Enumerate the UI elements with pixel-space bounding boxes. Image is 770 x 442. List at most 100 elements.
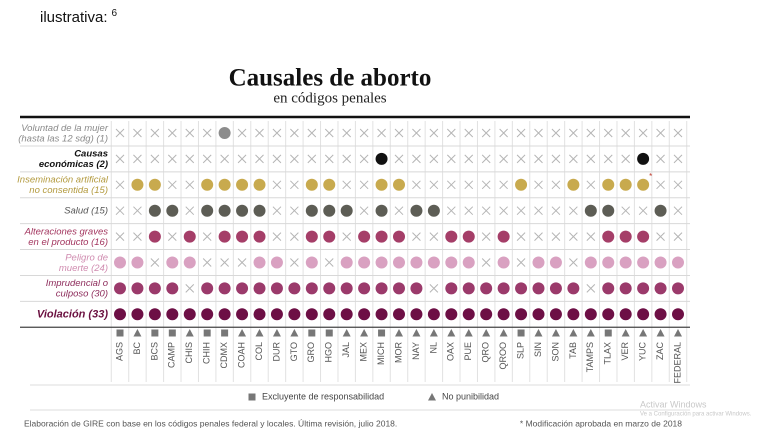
cell-dot — [358, 256, 371, 269]
column-marker — [621, 329, 630, 337]
cell-cross — [551, 232, 561, 241]
cell-dot — [358, 308, 371, 321]
cell-dot — [323, 308, 336, 321]
cell-dot — [515, 282, 528, 295]
cell-dot — [183, 230, 196, 243]
row-label: Violación (33) — [37, 308, 108, 320]
cell-cross — [446, 154, 456, 164]
cell-dot — [323, 282, 336, 295]
cell-dot — [427, 204, 440, 217]
column-marker — [185, 329, 194, 337]
cell-cross — [516, 232, 526, 241]
column-marker — [308, 329, 316, 337]
cell-dot — [497, 230, 510, 243]
cell-dot — [270, 308, 283, 321]
column-marker — [569, 329, 578, 337]
cell-dot — [619, 178, 632, 191]
legend-marker — [428, 393, 436, 401]
column-label: CHIS — [184, 342, 194, 364]
cell-dot — [253, 178, 266, 191]
cell-cross — [499, 180, 508, 190]
column-label: COAH — [236, 342, 246, 368]
cell-cross — [115, 206, 125, 216]
cell-cross — [464, 154, 474, 164]
cell-cross — [569, 128, 578, 138]
cell-cross — [412, 128, 421, 138]
cell-cross — [429, 232, 439, 241]
cell-cross — [656, 128, 665, 138]
cell-dot — [131, 178, 144, 191]
watermark: Ve a Configuración para activar Windows. — [640, 412, 752, 418]
row-label: Alteraciones graves en el producto (16) — [24, 226, 109, 248]
column-label: CDMX — [219, 342, 229, 369]
cell-cross — [290, 232, 299, 241]
column-label: VER — [620, 342, 630, 361]
cell-dot — [672, 282, 684, 295]
cell-cross — [569, 154, 578, 164]
cell-dot — [305, 256, 318, 269]
cell-dot — [393, 178, 405, 191]
column-label: NAY — [411, 342, 421, 360]
cell-cross — [569, 206, 578, 216]
column-label: MOR — [393, 342, 403, 363]
row-label: Peligro de muerte (24) — [59, 252, 108, 274]
cell-cross — [673, 206, 683, 216]
cell-cross — [202, 154, 212, 164]
cell-cross — [656, 180, 665, 190]
column-marker — [551, 329, 560, 337]
cell-dot — [462, 308, 475, 321]
cell-cross — [133, 128, 142, 138]
cell-cross — [446, 180, 456, 190]
column-marker — [290, 329, 299, 337]
cell-dot — [602, 256, 615, 269]
column-marker — [342, 329, 351, 337]
cell-cross — [359, 154, 369, 164]
cell-cross — [133, 206, 142, 216]
column-label: SON — [550, 342, 560, 362]
cell-dot — [236, 282, 249, 295]
cell-dot — [410, 256, 423, 269]
cell-dot — [340, 308, 353, 321]
cell-cross — [464, 180, 474, 190]
column-marker — [517, 329, 525, 337]
cell-cross — [481, 180, 491, 190]
cell-dot — [602, 308, 615, 321]
cell-dot — [340, 282, 353, 295]
cell-dot — [567, 178, 580, 191]
cell-cross — [394, 206, 404, 216]
cell-cross — [167, 180, 177, 190]
row-label-line: Peligro de — [65, 252, 108, 263]
cell-cross — [115, 154, 125, 164]
row-label: Imprudencial o culposo (30) — [46, 278, 108, 300]
column-label: SIN — [533, 342, 543, 357]
row-label-line: no consentida (15) — [29, 185, 108, 196]
cell-cross — [603, 128, 613, 138]
cell-dot — [549, 308, 562, 321]
row-label: Salud (15) — [64, 205, 108, 216]
column-marker — [412, 329, 421, 337]
cell-cross — [394, 154, 404, 164]
cell-dot — [480, 308, 493, 321]
column-label: COL — [254, 342, 264, 361]
cell-cross — [429, 180, 439, 190]
column-marker — [656, 329, 665, 337]
cell-cross — [673, 128, 683, 138]
column-marker — [272, 329, 281, 337]
cell-dot — [637, 152, 650, 165]
column-marker — [116, 329, 124, 337]
cell-dot — [253, 256, 266, 269]
footer-source: Elaboración de GIRE con base en los códi… — [24, 418, 397, 428]
cell-dot — [445, 256, 458, 269]
cell-dot — [148, 282, 161, 295]
column-label: TLAX — [603, 342, 613, 365]
cell-dot — [218, 282, 231, 295]
row-label-line: Violación (33) — [37, 308, 108, 320]
cell-dot — [201, 282, 214, 295]
cell-cross — [481, 154, 491, 164]
cell-cross — [220, 154, 229, 164]
column-label: YUC — [638, 342, 648, 362]
column-label: GTO — [289, 342, 299, 361]
cell-dot — [236, 230, 249, 243]
column-marker — [464, 329, 473, 337]
column-label: TAMPS — [585, 342, 595, 372]
